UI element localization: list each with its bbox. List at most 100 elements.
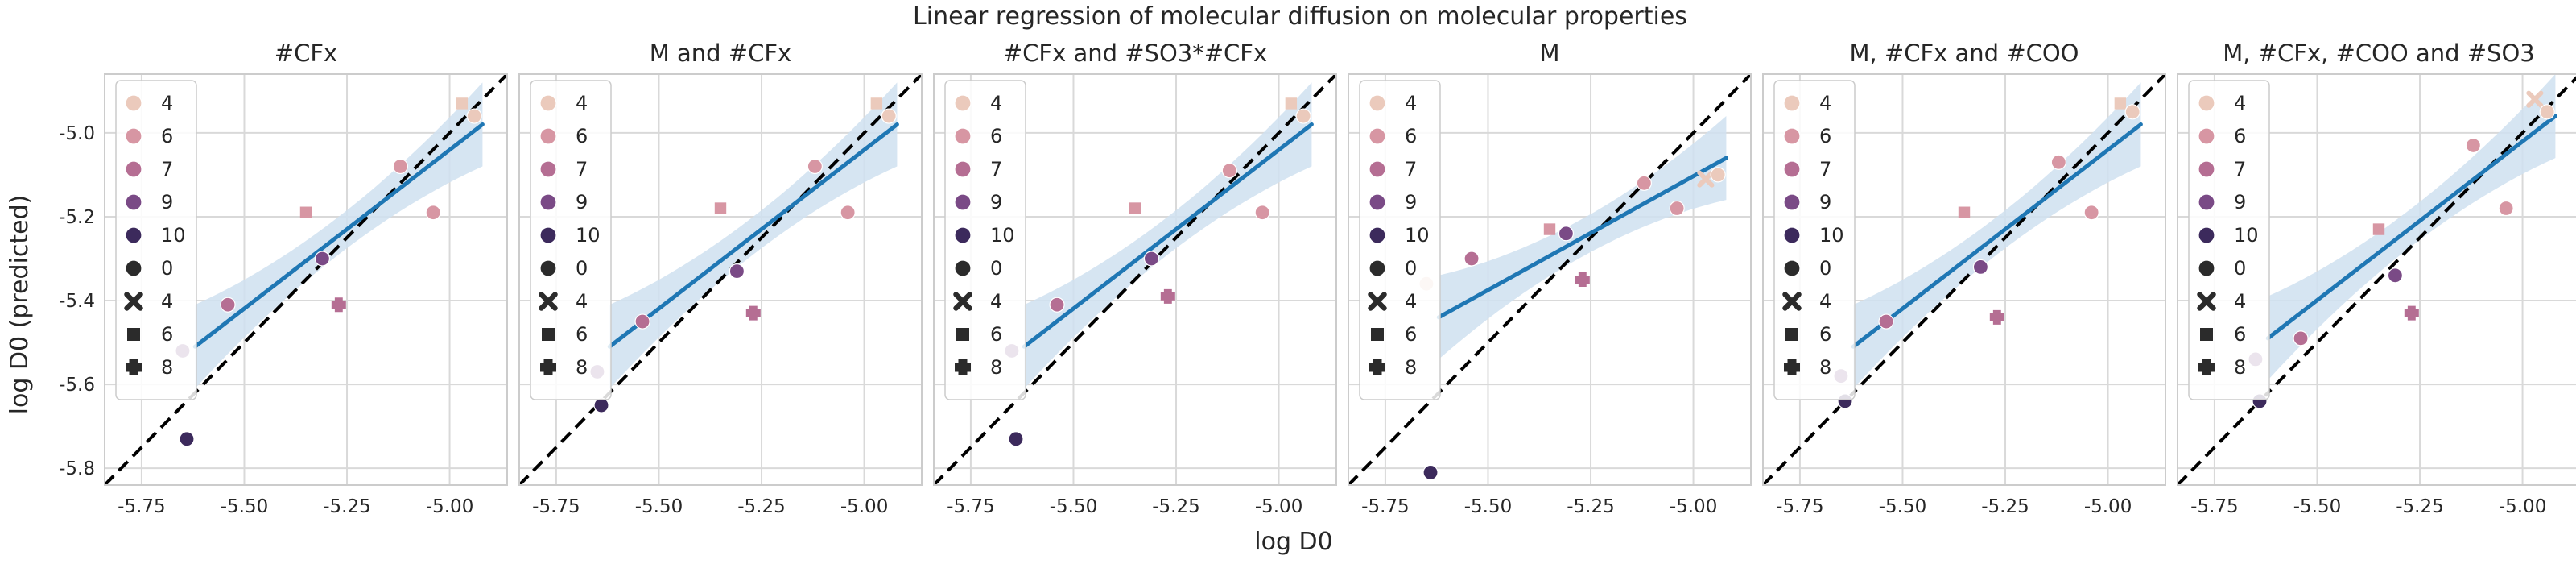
data-point: [2124, 104, 2140, 120]
data-point: [1008, 431, 1024, 447]
legend-marker: [954, 259, 972, 277]
legend: 4 6 7 9 10 0 4 6 8: [530, 80, 612, 400]
data-point: [2293, 330, 2309, 346]
data-point: [1221, 163, 1237, 179]
x-tick-label: -5.50: [635, 496, 683, 517]
legend-marker: [1368, 193, 1386, 211]
data-point: [1989, 309, 2004, 325]
legend-marker: [539, 160, 557, 178]
panel: M, #CFx and #COO -5.75 -5.50 -5.25 -5.00 4 6 7 9…: [1762, 39, 2166, 517]
data-point: [881, 108, 897, 124]
legend-label: 8: [1405, 356, 1417, 379]
legend-marker: [127, 328, 140, 341]
legend-marker: [539, 226, 557, 244]
data-point: [1254, 205, 1270, 221]
regression-line: [1436, 156, 1728, 320]
legend-marker: [1783, 226, 1801, 244]
legend: 4 6 7 9 10 0 4 6 8: [1359, 80, 1441, 400]
axes-frame: [104, 73, 508, 486]
data-point: [1285, 97, 1298, 110]
legend-label: 8: [2234, 356, 2246, 379]
legend-label: 4: [990, 92, 1002, 114]
data-point: [870, 97, 883, 110]
plot-area: [105, 74, 507, 485]
legend-label: 8: [576, 356, 588, 379]
legend-label: 4: [1405, 92, 1417, 114]
legend-label: 10: [576, 224, 601, 247]
regression-line: [2265, 114, 2557, 341]
legend-marker: [539, 193, 557, 211]
legend-marker: [542, 328, 555, 341]
legend-label: 7: [576, 158, 588, 180]
legend-marker: [2198, 226, 2215, 244]
identity-line: [934, 74, 1336, 485]
legend-marker: [125, 193, 142, 211]
panel-title: M, #CFx, #COO and #SO3: [2223, 39, 2534, 67]
data-point: [1669, 200, 1685, 217]
legend-label: 6: [990, 125, 1002, 147]
legend-label: 6: [990, 323, 1002, 346]
legend-label: 7: [1819, 158, 1831, 180]
legend-label: 7: [1405, 158, 1417, 180]
legend-label: 9: [576, 191, 588, 214]
legend-marker: [1368, 127, 1386, 145]
legend-label: 6: [161, 125, 173, 147]
legend-marker: [1368, 292, 1387, 311]
legend-label: 6: [2234, 323, 2246, 346]
data-point: [1697, 170, 1715, 188]
legend-marker: [125, 226, 142, 244]
legend-label: 7: [2234, 158, 2246, 180]
axes-frame: [1762, 73, 2166, 486]
panel-title: M and #CFx: [650, 39, 791, 67]
x-tick-label: -5.00: [2084, 496, 2132, 517]
legend-label: 0: [1819, 257, 1831, 280]
y-tick-label: -5.4: [59, 291, 95, 312]
legend-label: 6: [1819, 323, 1831, 346]
data-point: [1160, 288, 1175, 304]
data-point: [1295, 108, 1311, 124]
legend-marker: [2200, 328, 2213, 341]
axes-frame: [518, 73, 923, 486]
legend-marker: [954, 160, 972, 178]
data-point: [1422, 464, 1439, 480]
legend-label: 6: [2234, 125, 2246, 147]
legend-marker: [539, 259, 557, 277]
data-point: [634, 313, 650, 330]
axes-frame: [1348, 73, 1752, 486]
data-point: [1558, 226, 1575, 242]
legend-label: 6: [161, 323, 173, 346]
data-point: [1129, 202, 1141, 214]
data-point: [179, 431, 195, 447]
data-point: [331, 297, 346, 313]
legend-label: 8: [161, 356, 173, 379]
legend-label: 6: [1405, 323, 1417, 346]
legend-marker: [1783, 94, 1801, 112]
x-tick-label: -5.50: [1050, 496, 1098, 517]
data-point: [2387, 267, 2404, 284]
x-tick-label: -5.00: [1670, 496, 1718, 517]
data-point: [2465, 137, 2481, 154]
legend-marker: [1785, 328, 1798, 341]
data-point: [1878, 313, 1894, 330]
panel: M, #CFx, #COO and #SO3 -5.75 -5.50 -5.25 -5.…: [2177, 39, 2576, 517]
data-point: [745, 305, 761, 321]
figure-title: Linear regression of molecular diffusion…: [913, 2, 1687, 31]
legend-marker: [954, 127, 972, 145]
legend-marker: [1783, 160, 1801, 178]
data-point: [840, 205, 856, 221]
legend-label: 4: [1819, 290, 1831, 313]
data-point: [1636, 175, 1652, 191]
data-point: [1143, 251, 1160, 267]
x-tick-label: -5.75: [1776, 496, 1824, 517]
legend-frame: [530, 80, 612, 400]
legend-label: 7: [990, 158, 1002, 180]
x-tick-label: -5.50: [1464, 496, 1513, 517]
data-point: [2404, 305, 2419, 321]
legend: 4 6 7 9 10 0 4 6 8: [1773, 80, 1856, 400]
data-point: [2083, 205, 2099, 221]
data-point: [1463, 251, 1480, 267]
legend-marker: [954, 94, 972, 112]
data-point: [2539, 104, 2555, 120]
panel: M -5.75 -5.50 -5.25 -5.00 4 6 7 9 10 0 4 6 8: [1348, 39, 1752, 517]
